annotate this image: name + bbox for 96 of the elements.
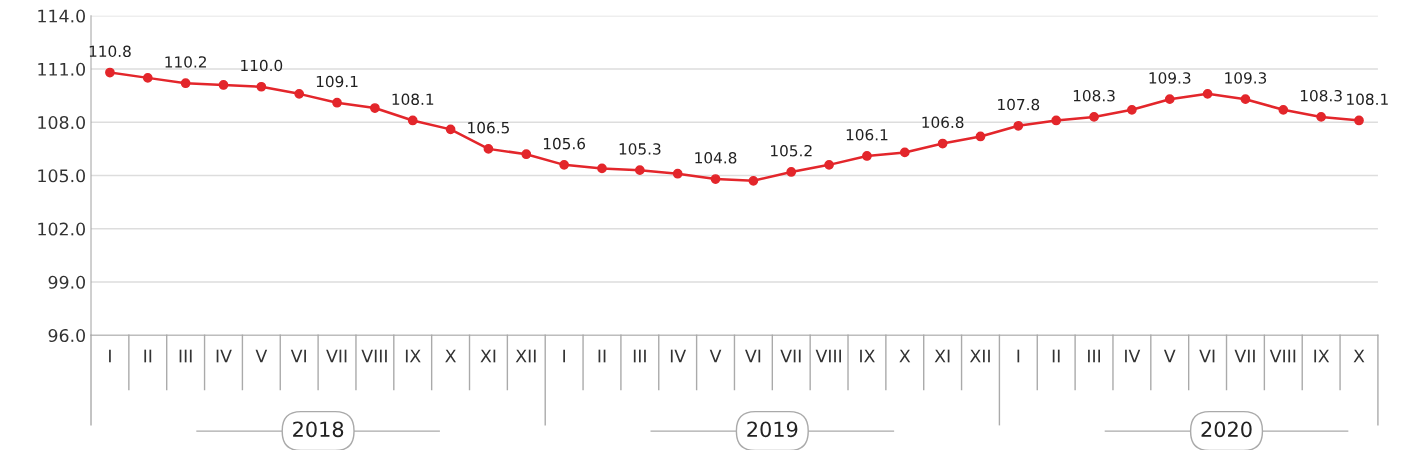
data-label: 104.8 bbox=[695, 152, 737, 164]
point bbox=[1278, 104, 1289, 115]
point bbox=[407, 115, 418, 126]
data-label: 108.1 bbox=[392, 93, 434, 106]
point bbox=[559, 159, 569, 170]
x-tick-label: VIII bbox=[361, 349, 387, 363]
point bbox=[1316, 112, 1327, 122]
x-tick-label: III bbox=[633, 349, 646, 363]
x-tick-label: V bbox=[255, 349, 268, 363]
data-label: 109.3 bbox=[1225, 72, 1267, 84]
x-tick-label: VI bbox=[745, 349, 761, 363]
data-label: 110.2 bbox=[165, 56, 206, 68]
x-tick-label: VI bbox=[290, 349, 306, 363]
point bbox=[748, 175, 759, 186]
text: 2018 bbox=[293, 421, 344, 438]
x-tick-label: XII bbox=[515, 349, 536, 363]
point bbox=[105, 67, 115, 78]
point bbox=[142, 73, 153, 83]
point bbox=[483, 144, 494, 154]
point bbox=[180, 78, 191, 89]
point bbox=[786, 167, 797, 177]
x-tick-label: I bbox=[563, 349, 565, 363]
point bbox=[370, 103, 380, 113]
point bbox=[1089, 112, 1099, 122]
data-label: 106.1 bbox=[846, 128, 888, 141]
x-tick-label: XII bbox=[969, 349, 990, 363]
point bbox=[521, 149, 532, 160]
y-tick-label: 111.0 bbox=[38, 62, 85, 76]
x-tick-label: V bbox=[1163, 349, 1176, 363]
x-tick-label: VII bbox=[780, 349, 801, 363]
data-label: 105.2 bbox=[771, 144, 812, 157]
point bbox=[824, 159, 834, 170]
y-tick-label: 102.0 bbox=[38, 222, 85, 236]
point bbox=[294, 88, 305, 99]
y-tick-label: 114.0 bbox=[38, 9, 85, 23]
point bbox=[710, 174, 721, 184]
x-tick-label: VIII bbox=[815, 349, 841, 363]
data-label: 106.5 bbox=[468, 121, 509, 134]
data-label: 108.3 bbox=[1073, 89, 1115, 102]
x-tick-label: VII bbox=[326, 349, 347, 363]
point bbox=[899, 147, 910, 158]
data-label: 106.8 bbox=[922, 116, 964, 129]
point bbox=[975, 131, 986, 142]
point bbox=[1051, 115, 1062, 126]
y-tick-label: 108.0 bbox=[38, 115, 85, 130]
x-tick-label: V bbox=[709, 349, 722, 363]
point bbox=[862, 151, 872, 161]
x-tick-label: IX bbox=[405, 349, 421, 363]
x-tick-label: IV bbox=[670, 349, 687, 363]
x-tick-label: II bbox=[1052, 349, 1060, 363]
x-tick-label: XI bbox=[480, 349, 496, 363]
point bbox=[597, 163, 607, 174]
data-label: 108.3 bbox=[1300, 89, 1342, 102]
data-label: 105.6 bbox=[543, 137, 586, 150]
point bbox=[256, 81, 267, 92]
point bbox=[1164, 94, 1175, 105]
data-label: 108.1 bbox=[1347, 93, 1388, 106]
point bbox=[672, 168, 683, 179]
x-tick-label: III bbox=[179, 349, 192, 363]
point bbox=[445, 124, 456, 135]
x-tick-label: IV bbox=[216, 349, 232, 363]
data-label: 110.0 bbox=[241, 59, 283, 72]
data-label: 107.8 bbox=[998, 98, 1040, 111]
data-label: 109.1 bbox=[316, 75, 358, 88]
x-tick-label: IV bbox=[1125, 349, 1141, 363]
x-tick-label: VI bbox=[1199, 349, 1215, 363]
x-tick-label: II bbox=[598, 349, 606, 363]
point bbox=[1202, 88, 1213, 99]
x-tick-label: IX bbox=[860, 349, 875, 363]
x-tick-label: I bbox=[109, 349, 111, 363]
x-tick-label: VII bbox=[1234, 349, 1255, 363]
data-label: 109.3 bbox=[1149, 72, 1191, 84]
point bbox=[1127, 104, 1137, 115]
point bbox=[1354, 115, 1364, 126]
x-tick-label: X bbox=[1353, 349, 1365, 363]
point bbox=[332, 97, 342, 108]
point bbox=[634, 165, 645, 176]
x-tick-label: I bbox=[1017, 349, 1020, 363]
y-tick-label: 99.0 bbox=[48, 275, 85, 289]
text: 2019 bbox=[747, 421, 798, 438]
point bbox=[218, 80, 229, 90]
data-label: 110.8 bbox=[89, 45, 131, 58]
text: 2020 bbox=[1201, 421, 1252, 438]
x-tick-label: VIII bbox=[1269, 349, 1296, 363]
point bbox=[1240, 94, 1251, 105]
x-tick-label: II bbox=[144, 349, 152, 363]
point bbox=[937, 138, 948, 149]
x-tick-label: X bbox=[899, 349, 911, 363]
x-tick-label: XI bbox=[934, 349, 950, 363]
x-tick-label: III bbox=[1088, 349, 1101, 363]
y-tick-label: 96.0 bbox=[48, 328, 85, 343]
x-tick-label: IX bbox=[1314, 349, 1330, 363]
y-tick-label: 105.0 bbox=[38, 169, 85, 183]
data-label: 105.3 bbox=[619, 143, 661, 155]
point bbox=[1013, 120, 1024, 131]
x-tick-label: X bbox=[445, 349, 456, 363]
